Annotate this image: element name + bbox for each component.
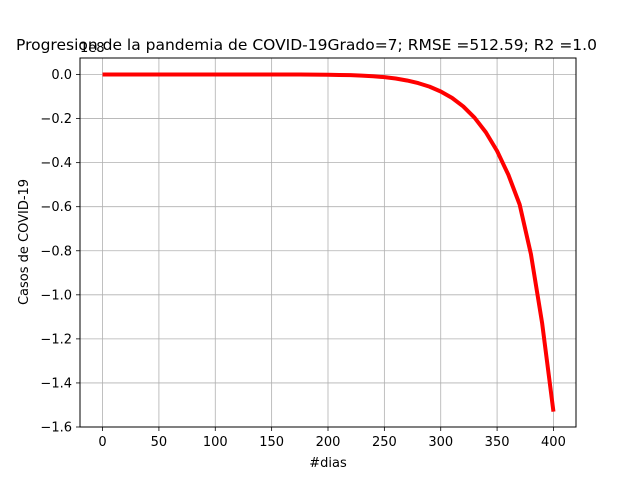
y-axis: 0.0 −0.2 −0.4 −0.6 −0.8 −1.0 −1.2 −1.4 −1.6 xyxy=(40,68,80,436)
x-tick-label: 100 xyxy=(203,435,228,450)
x-tick-label: 400 xyxy=(541,435,566,450)
x-tick-label: 150 xyxy=(259,435,284,450)
y-tick-label: −1.2 xyxy=(40,332,72,347)
x-tick-label: 350 xyxy=(485,435,510,450)
x-axis: 0 50 100 150 200 250 300 350 400 xyxy=(98,427,566,450)
y-tick-label: −0.2 xyxy=(40,112,72,127)
y-axis-offset-text: 1e8 xyxy=(80,41,105,56)
series-line xyxy=(102,72,556,412)
y-tick-label: −1.0 xyxy=(40,288,72,303)
y-axis-label: Casos de COVID-19 xyxy=(17,179,32,305)
x-tick-label: 0 xyxy=(98,435,106,450)
chart-title: Progresion de la pandemia de COVID-19Gra… xyxy=(16,36,597,54)
x-tick-label: 200 xyxy=(316,435,341,450)
x-tick-label: 50 xyxy=(151,435,168,450)
y-tick-label: −1.4 xyxy=(40,376,72,391)
y-tick-label: 0.0 xyxy=(51,68,72,83)
series-layer xyxy=(102,72,556,412)
x-tick-label: 300 xyxy=(428,435,453,450)
y-tick-label: −1.6 xyxy=(40,421,72,436)
y-tick-label: −0.6 xyxy=(40,200,72,215)
x-axis-label: #dias xyxy=(309,456,347,471)
y-tick-label: −0.4 xyxy=(40,156,72,171)
y-tick-label: −0.8 xyxy=(40,244,72,259)
x-tick-label: 250 xyxy=(372,435,397,450)
